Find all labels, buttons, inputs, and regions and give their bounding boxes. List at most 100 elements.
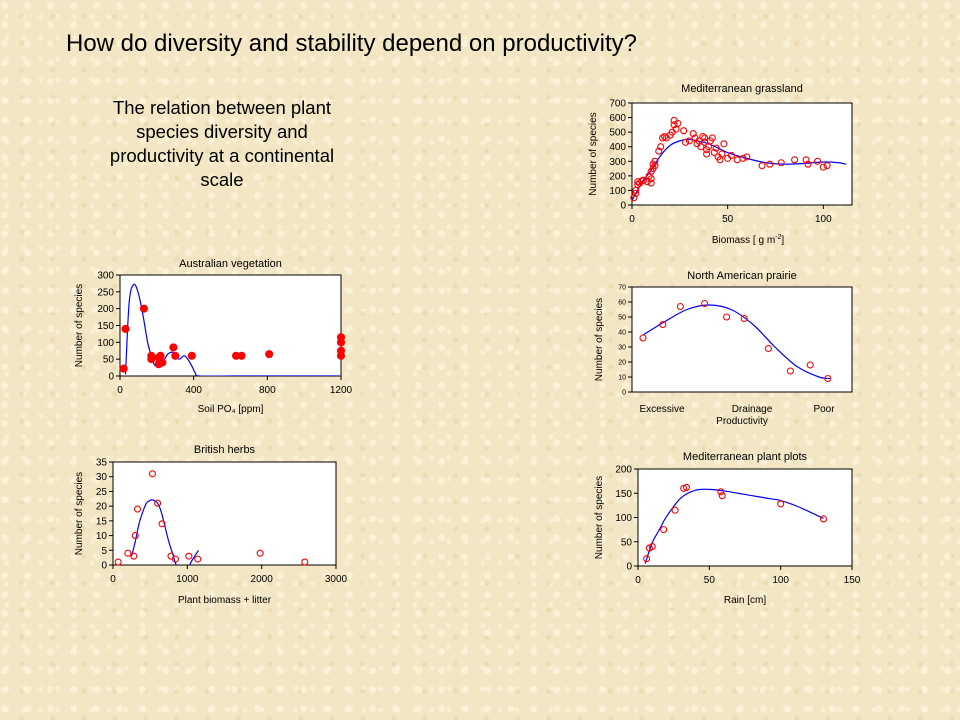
data-point bbox=[717, 488, 725, 496]
category-label: Poor bbox=[813, 404, 835, 415]
data-point bbox=[804, 160, 812, 168]
data-point bbox=[676, 302, 684, 311]
data-point bbox=[634, 181, 642, 189]
data-point bbox=[723, 313, 731, 321]
data-point bbox=[648, 543, 656, 551]
data-point bbox=[764, 344, 772, 353]
chart-title: Australian vegetation bbox=[179, 258, 282, 270]
data-point bbox=[237, 351, 246, 360]
data-point bbox=[133, 505, 142, 513]
y-tick-label: 25 bbox=[96, 487, 108, 498]
data-point bbox=[660, 526, 668, 534]
data-point bbox=[630, 194, 638, 202]
x-axis-label: Soil PO₄ [ppm] bbox=[198, 404, 264, 415]
data-point bbox=[131, 532, 139, 540]
data-point bbox=[256, 549, 264, 557]
x-tick-label: 50 bbox=[722, 214, 734, 225]
x-tick-label: 2000 bbox=[251, 574, 274, 585]
chart-title: North American prairie bbox=[687, 270, 796, 282]
data-point bbox=[743, 153, 751, 161]
data-point bbox=[647, 179, 655, 187]
x-tick-label: 800 bbox=[259, 385, 276, 396]
data-point bbox=[194, 555, 202, 563]
x-tick-label: 100 bbox=[815, 214, 832, 225]
x-tick-label: 3000 bbox=[325, 574, 348, 585]
data-point bbox=[670, 121, 678, 129]
data-point bbox=[720, 140, 728, 148]
data-point bbox=[701, 134, 709, 142]
data-point bbox=[169, 343, 178, 352]
data-point bbox=[154, 499, 162, 507]
data-point bbox=[657, 143, 665, 151]
y-axis-label: Number of species bbox=[74, 472, 85, 555]
data-point bbox=[114, 558, 122, 566]
data-point bbox=[171, 351, 180, 360]
data-point bbox=[689, 130, 697, 138]
data-point bbox=[708, 134, 716, 142]
plot-area bbox=[637, 468, 853, 567]
x-tick-label: 150 bbox=[844, 575, 861, 586]
y-tick-label: 50 bbox=[618, 314, 626, 321]
y-tick-label: 40 bbox=[618, 329, 626, 336]
data-point bbox=[806, 361, 814, 369]
x-tick-label: 1000 bbox=[176, 574, 199, 585]
data-point bbox=[823, 162, 831, 170]
y-tick-label: 50 bbox=[621, 537, 633, 548]
fit-line bbox=[124, 283, 340, 376]
y-tick-label: 300 bbox=[97, 271, 114, 282]
data-point bbox=[740, 314, 748, 323]
y-tick-label: 150 bbox=[97, 321, 114, 332]
data-point bbox=[671, 506, 679, 514]
x-axis-label: Productivity bbox=[716, 416, 768, 427]
y-tick-label: 150 bbox=[615, 489, 632, 500]
y-axis-label: Number of species bbox=[588, 112, 599, 195]
data-point bbox=[156, 351, 165, 360]
chart-title: Mediterranean grassland bbox=[681, 83, 803, 95]
data-point bbox=[766, 160, 774, 168]
data-point bbox=[647, 175, 655, 183]
x-tick-label: 100 bbox=[772, 575, 789, 586]
data-point bbox=[336, 346, 346, 355]
page-subtitle: The relation between plant species diver… bbox=[109, 97, 335, 190]
page-title: How do diversity and stability depend on… bbox=[66, 30, 637, 57]
y-tick-label: 60 bbox=[618, 299, 626, 306]
x-tick-label: 50 bbox=[704, 575, 716, 586]
y-tick-label: 100 bbox=[97, 338, 114, 349]
data-point bbox=[659, 320, 667, 329]
data-point bbox=[680, 127, 688, 135]
x-axis-label: Rain [cm] bbox=[724, 595, 766, 606]
data-point bbox=[718, 492, 726, 500]
data-point bbox=[265, 350, 274, 359]
category-label: Drainage bbox=[732, 404, 773, 415]
y-tick-label: 20 bbox=[618, 359, 626, 366]
x-tick-label: 0 bbox=[635, 575, 641, 586]
data-point bbox=[639, 334, 647, 342]
data-point bbox=[119, 364, 128, 373]
chart-title: British herbs bbox=[194, 444, 256, 456]
x-tick-label: 0 bbox=[117, 385, 123, 396]
data-point bbox=[187, 351, 196, 360]
x-tick-label: 400 bbox=[185, 385, 202, 396]
y-tick-label: 100 bbox=[615, 513, 632, 524]
y-axis-label: Number of species bbox=[594, 476, 605, 559]
y-tick-label: 200 bbox=[615, 465, 632, 476]
data-point bbox=[171, 555, 179, 563]
data-point bbox=[712, 144, 720, 152]
data-point bbox=[632, 189, 640, 197]
data-point bbox=[777, 500, 785, 508]
plot-area bbox=[631, 102, 853, 206]
data-point bbox=[786, 367, 794, 375]
data-point bbox=[674, 119, 682, 127]
data-point bbox=[651, 157, 659, 165]
category-label: Excessive bbox=[639, 404, 684, 415]
data-point bbox=[819, 163, 827, 171]
data-point bbox=[130, 552, 138, 560]
data-point bbox=[682, 483, 691, 491]
y-tick-label: 35 bbox=[96, 458, 108, 469]
x-tick-label: 0 bbox=[110, 574, 116, 585]
fit-line bbox=[131, 499, 199, 565]
y-tick-label: 0 bbox=[626, 562, 632, 573]
data-point bbox=[727, 151, 736, 160]
x-tick-label: 0 bbox=[629, 214, 635, 225]
